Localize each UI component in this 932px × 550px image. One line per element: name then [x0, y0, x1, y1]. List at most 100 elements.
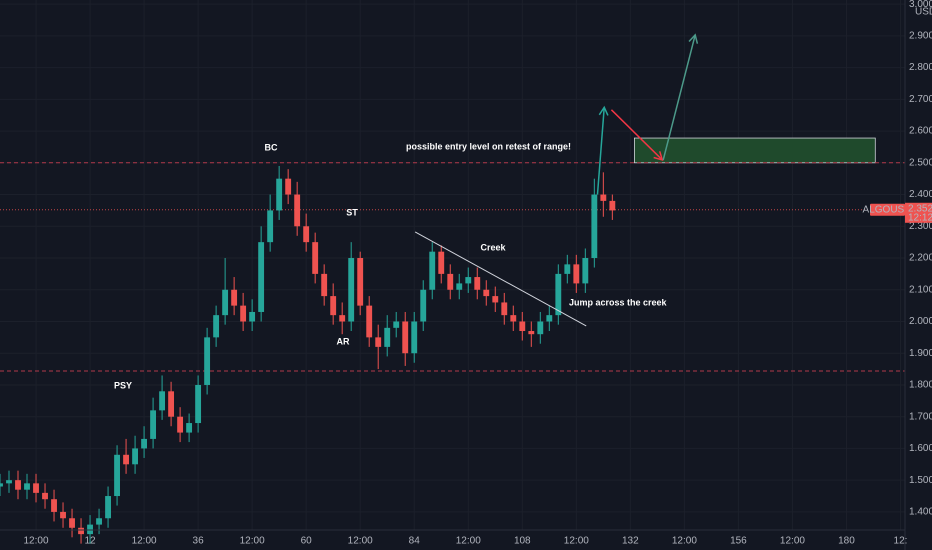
x-tick-label: 12:00	[780, 536, 805, 547]
candle-body	[123, 454, 129, 465]
candle-body	[195, 384, 202, 424]
candle-body	[465, 277, 472, 284]
candle-body	[132, 448, 139, 465]
candle-body	[321, 273, 328, 297]
x-tick-label: 12:00	[132, 536, 157, 547]
candle-body	[51, 499, 57, 512]
candle-body	[330, 296, 337, 316]
candle-body	[546, 315, 553, 322]
annotation: AR	[337, 336, 350, 346]
candle-body	[186, 423, 193, 433]
candle-body	[150, 410, 157, 439]
x-tick-label: 180	[838, 536, 855, 547]
candle-body	[222, 289, 229, 316]
y-tick-label: 2.7000	[909, 94, 932, 105]
candle-body	[96, 518, 102, 525]
candle-body	[474, 277, 481, 290]
annotation: Creek	[480, 242, 506, 252]
candle-body	[573, 264, 580, 284]
candle-body	[555, 273, 562, 316]
y-tick-label: 2.8000	[909, 62, 932, 73]
candle-body	[15, 480, 21, 490]
y-tick-label: 1.4000	[909, 507, 932, 518]
candle-body	[456, 283, 463, 290]
candle-body	[564, 264, 571, 274]
candle-body	[366, 305, 373, 338]
currency: USD	[915, 7, 932, 18]
candle-body	[303, 226, 310, 243]
annotation: BC	[265, 142, 278, 152]
y-tick-label: 2.3000	[909, 221, 932, 232]
x-tick-label: 12:00	[24, 536, 49, 547]
y-tick-label: 2.5000	[909, 157, 932, 168]
arrow	[662, 34, 696, 161]
candle-body	[0, 483, 3, 487]
y-tick-label: 1.5000	[909, 475, 932, 486]
candle-body	[348, 258, 355, 322]
annotation: ST	[346, 207, 358, 217]
price-tag	[905, 202, 932, 223]
candle-body	[447, 273, 454, 290]
x-tick-label: 12:00	[348, 536, 373, 547]
candle-body	[375, 337, 382, 347]
plot	[0, 33, 905, 544]
candle-body	[312, 242, 319, 274]
y-tick-label: 1.6000	[909, 443, 932, 454]
candle-body	[42, 492, 48, 500]
candle-body	[69, 518, 75, 528]
candle-body	[177, 416, 184, 433]
candle-body	[105, 496, 111, 519]
arrow-head	[653, 151, 664, 162]
candle-body	[393, 321, 400, 328]
candle-body	[591, 194, 598, 259]
candle-body	[537, 321, 544, 335]
y-tick-label: 2.0000	[909, 316, 932, 327]
x-tick-label: 84	[409, 536, 421, 547]
candle-body	[438, 251, 445, 274]
annotation: PSY	[114, 380, 132, 390]
symbol: ALGOUSD	[863, 204, 912, 215]
y-tick-label: 2.2000	[909, 253, 932, 264]
candle-body	[24, 483, 30, 490]
candle-body	[213, 315, 220, 338]
y-tick-label: 1.7000	[909, 411, 932, 422]
candle-body	[420, 289, 427, 322]
candle-body	[384, 327, 391, 347]
candle-body	[258, 242, 265, 312]
arrow	[610, 109, 663, 161]
candle-body	[60, 511, 66, 519]
y-tick-label: 2.6000	[909, 126, 932, 137]
candle-body	[6, 480, 12, 484]
x-tick-label: 156	[730, 536, 747, 547]
candle-body	[276, 178, 283, 211]
arrow-head	[688, 33, 699, 44]
arrow	[596, 107, 605, 195]
candle-body	[510, 315, 517, 322]
candle-body	[231, 289, 238, 306]
x-tick-label: 12:	[894, 536, 908, 547]
candle-body	[609, 200, 616, 211]
candle-body	[519, 321, 526, 332]
x-tick-label: 132	[622, 536, 639, 547]
candle-body	[501, 302, 508, 316]
candle-body	[285, 178, 292, 195]
annotation: possible entry level on retest of range!	[406, 141, 571, 151]
y-tick-label: 1.8000	[909, 380, 932, 391]
candle-body	[159, 391, 166, 411]
x-tick-label: 36	[193, 536, 205, 547]
candle-body	[492, 296, 499, 303]
y-tick-label: 2.9000	[909, 31, 932, 42]
candle-body	[402, 321, 409, 354]
candle-body	[33, 483, 39, 493]
x-tick-label: 12:00	[240, 536, 265, 547]
candle-body	[78, 527, 84, 535]
candle-body	[582, 258, 589, 284]
countdown: 12:12	[908, 212, 932, 223]
trendline	[414, 231, 587, 327]
candle-body	[267, 210, 274, 243]
x-tick-label: 12:00	[456, 536, 481, 547]
arrow-head	[598, 105, 609, 116]
y-tick-label: 3.0000	[909, 0, 932, 10]
